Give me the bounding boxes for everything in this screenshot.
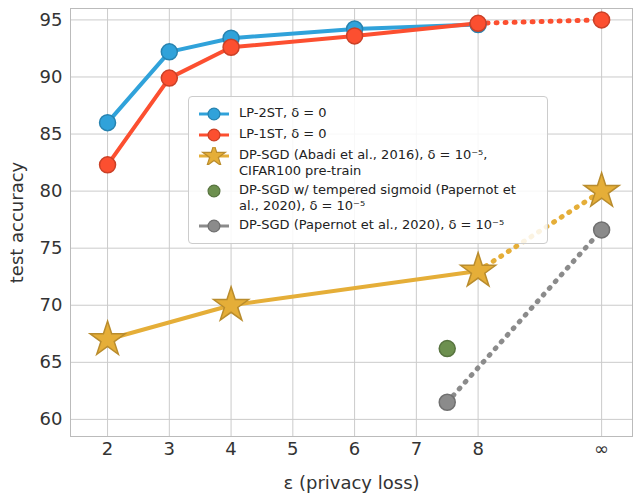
svg-text:85: 85	[40, 123, 63, 144]
svg-text:80: 80	[40, 180, 63, 201]
svg-text:65: 65	[40, 351, 63, 372]
html-text:LP-2ST, δ = 0: LP-2ST, δ = 0	[239, 105, 327, 120]
html-text:DP-SGD w/ tempered sigmoid (Pa: DP-SGD w/ tempered sigmoid (Papernot et …	[239, 182, 516, 213]
svg-text:5: 5	[287, 438, 298, 459]
svg-text:90: 90	[40, 66, 63, 87]
html-text:DP-SGD (Abadi et al., 2016), δ: DP-SGD (Abadi et al., 2016), δ = 10⁻⁵, C…	[239, 147, 488, 178]
svg-text:75: 75	[40, 237, 63, 258]
svg-text:2: 2	[102, 438, 113, 459]
svg-text:7: 7	[411, 438, 422, 459]
svg-text:∞: ∞	[594, 438, 609, 459]
svg-text:ε (privacy loss): ε (privacy loss)	[283, 472, 419, 493]
svg-text:3: 3	[164, 438, 175, 459]
svg-text:4: 4	[225, 438, 236, 459]
svg-text:8: 8	[472, 438, 483, 459]
svg-text:60: 60	[40, 408, 63, 429]
html-text:LP-1ST, δ = 0: LP-1ST, δ = 0	[239, 126, 327, 141]
svg-text:6: 6	[349, 438, 360, 459]
html-text:DP-SGD (Papernot et al., 2020): DP-SGD (Papernot et al., 2020), δ = 10⁻⁵	[239, 217, 505, 232]
svg-text:70: 70	[40, 294, 63, 315]
svg-text:test accuracy: test accuracy	[6, 161, 27, 283]
svg-text:95: 95	[40, 9, 63, 30]
